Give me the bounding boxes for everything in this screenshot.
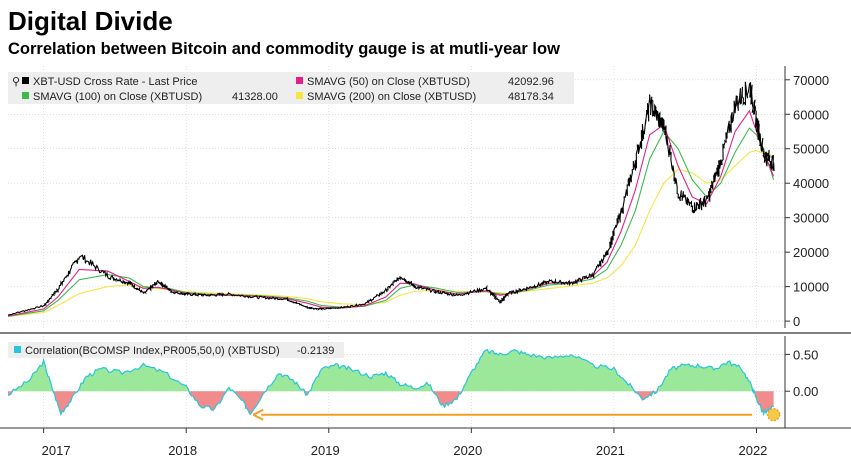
legend-swatch-sma50 [296, 77, 303, 84]
legend-price-icon: ⚲ [12, 76, 20, 88]
corr-y-tick-label: 0.00 [793, 384, 818, 399]
x-tick-label: 2022 [738, 443, 767, 458]
corr-y-tick-label: 0.50 [793, 347, 818, 362]
legend-swatch-sma200 [296, 92, 303, 99]
legend-background [8, 72, 574, 104]
legend-label-price: XBT-USD Cross Rate - Last Price [33, 76, 197, 88]
legend-swatch-correlation [14, 346, 21, 353]
corr-legend-background [8, 342, 344, 358]
latest-value-marker [766, 407, 781, 422]
x-tick-label: 2021 [596, 443, 625, 458]
correlation-line [7, 348, 774, 417]
legend-value-sma50: 42092.96 [508, 76, 554, 88]
correlation-positive-area [8, 349, 774, 392]
price-line [7, 81, 775, 316]
price-y-tick-label: 60000 [793, 107, 829, 122]
price-y-tick-label: 30000 [793, 211, 829, 226]
chart-title: Digital Divide [8, 6, 173, 36]
price-panel: 0 10000 20000 30000 40000 50000 60000 70000 [0, 66, 851, 334]
correlation-negative-area [8, 391, 774, 415]
legend-value-sma200: 48178.34 [508, 91, 554, 103]
price-y-tick-label: 70000 [793, 73, 829, 88]
legend-label-correlation: Correlation(BCOMSP Index,PR005,50,0) (XB… [25, 345, 280, 357]
legend-label-sma50: SMAVG (50) on Close (XBTUSD) [307, 76, 470, 88]
price-y-tick-label: 10000 [793, 280, 829, 295]
legend-label-sma200: SMAVG (200) on Close (XBTUSD) [307, 91, 476, 103]
legend-swatch-sma100 [22, 92, 29, 99]
x-tick-label: 2018 [168, 443, 197, 458]
price-y-tick-label: 50000 [793, 142, 829, 157]
x-axis: 2017 2018 2019 2020 2021 2022 [42, 428, 767, 458]
price-legend: ⚲ XBT-USD Cross Rate - Last Price SMAVG … [8, 72, 574, 104]
x-tick-label: 2019 [311, 443, 340, 458]
legend-value-correlation: -0.2139 [297, 345, 334, 357]
sma100-line [7, 127, 775, 317]
annotation-arrow-head [252, 408, 264, 421]
legend-label-sma100: SMAVG (100) on Close (XBTUSD) [33, 91, 202, 103]
legend-value-sma100: 41328.00 [232, 91, 278, 103]
correlation-legend: Correlation(BCOMSP Index,PR005,50,0) (XB… [8, 342, 344, 358]
chart-subtitle: Correlation between Bitcoin and commodit… [8, 40, 560, 58]
x-tick-label: 2020 [453, 443, 482, 458]
price-y-tick-label: 0 [793, 314, 800, 329]
legend-swatch-price [22, 77, 29, 84]
sma50-line [7, 109, 775, 317]
price-y-tick-label: 20000 [793, 245, 829, 260]
x-tick-label: 2017 [42, 443, 71, 458]
price-y-tick-label: 40000 [793, 176, 829, 191]
